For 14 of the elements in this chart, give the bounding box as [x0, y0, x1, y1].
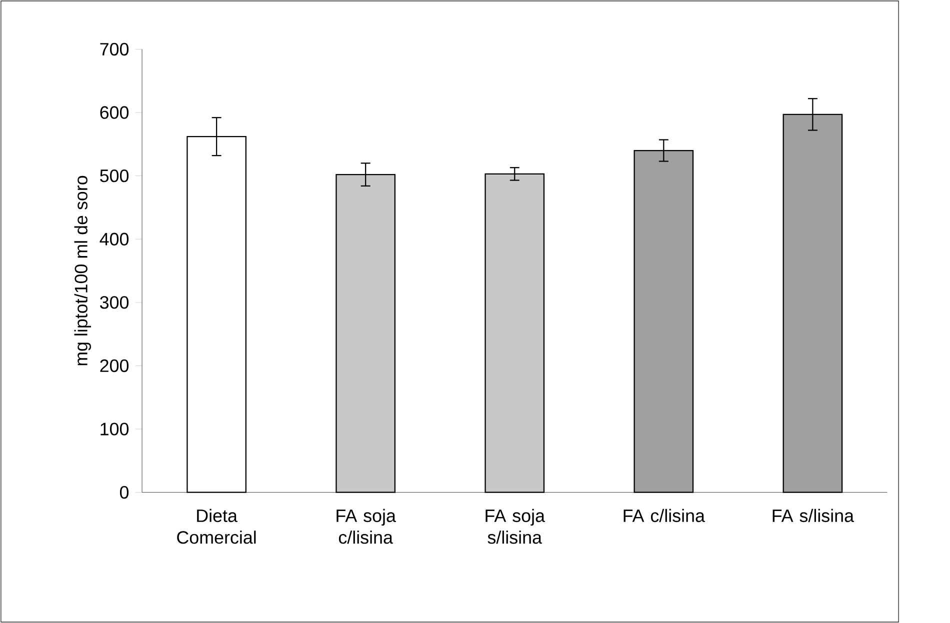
- y-tick-label: 700: [100, 42, 129, 56]
- x-tick-label: FA c/lisina: [624, 508, 705, 522]
- y-axis-title: mg liptot/100 ml de soro: [74, 176, 91, 366]
- y-tick-label: 400: [100, 232, 129, 246]
- x-tick-label: FA soja s/lisina: [486, 508, 546, 544]
- x-tick-label: FA soja c/lisina: [336, 508, 396, 544]
- y-tick-label: 500: [100, 169, 129, 182]
- y-tick-label: 0: [120, 486, 129, 499]
- x-tick-label: FA s/lisina: [772, 508, 854, 522]
- y-tick-label: 300: [100, 296, 129, 309]
- y-tick-label: 100: [100, 422, 129, 436]
- y-tick-label: 600: [100, 106, 129, 119]
- y-tick-label: 200: [100, 359, 129, 372]
- x-tick-label: Dieta Comercial: [177, 508, 256, 544]
